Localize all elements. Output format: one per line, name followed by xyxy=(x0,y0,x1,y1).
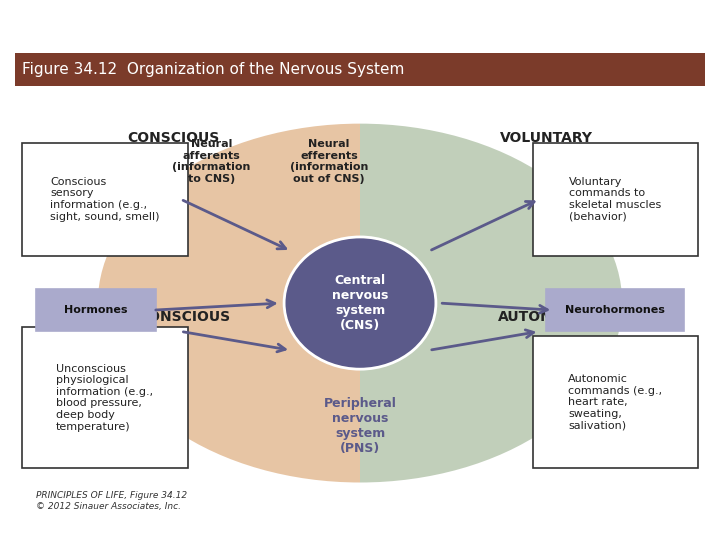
Text: Neural
afferents
(information
to CNS): Neural afferents (information to CNS) xyxy=(173,139,251,184)
FancyBboxPatch shape xyxy=(22,327,187,468)
Text: CONSCIOUS: CONSCIOUS xyxy=(127,131,220,145)
Text: Peripheral
nervous
system
(PNS): Peripheral nervous system (PNS) xyxy=(323,397,397,455)
Text: Hormones: Hormones xyxy=(64,305,128,315)
FancyBboxPatch shape xyxy=(15,53,705,86)
Wedge shape xyxy=(360,124,622,483)
Text: Neurohormones: Neurohormones xyxy=(565,305,665,315)
FancyBboxPatch shape xyxy=(546,289,684,332)
Text: PRINCIPLES OF LIFE, Figure 34.12
© 2012 Sinauer Associates, Inc.: PRINCIPLES OF LIFE, Figure 34.12 © 2012 … xyxy=(36,491,186,511)
Text: Neural
efferents
(information
out of CNS): Neural efferents (information out of CNS… xyxy=(289,139,368,184)
FancyBboxPatch shape xyxy=(22,143,187,256)
Text: Central
nervous
system
(CNS): Central nervous system (CNS) xyxy=(332,274,388,332)
FancyBboxPatch shape xyxy=(36,289,156,332)
Text: Unconscious
physiological
information (e.g.,
blood pressure,
deep body
temperatu: Unconscious physiological information (e… xyxy=(56,363,153,431)
Text: VOLUNTARY: VOLUNTARY xyxy=(500,131,593,145)
Text: AUTONOMIC: AUTONOMIC xyxy=(498,310,594,324)
Text: Voluntary
commands to
skeletal muscles
(behavior): Voluntary commands to skeletal muscles (… xyxy=(570,177,662,221)
Ellipse shape xyxy=(284,237,436,369)
FancyBboxPatch shape xyxy=(533,336,698,468)
Text: Figure 34.12  Organization of the Nervous System: Figure 34.12 Organization of the Nervous… xyxy=(22,62,404,77)
FancyBboxPatch shape xyxy=(533,143,698,256)
Wedge shape xyxy=(98,124,360,483)
Text: UNCONSCIOUS: UNCONSCIOUS xyxy=(116,310,231,324)
Text: Autonomic
commands (e.g.,
heart rate,
sweating,
salivation): Autonomic commands (e.g., heart rate, sw… xyxy=(568,374,662,430)
Text: Conscious
sensory
information (e.g.,
sight, sound, smell): Conscious sensory information (e.g., sig… xyxy=(50,177,159,221)
